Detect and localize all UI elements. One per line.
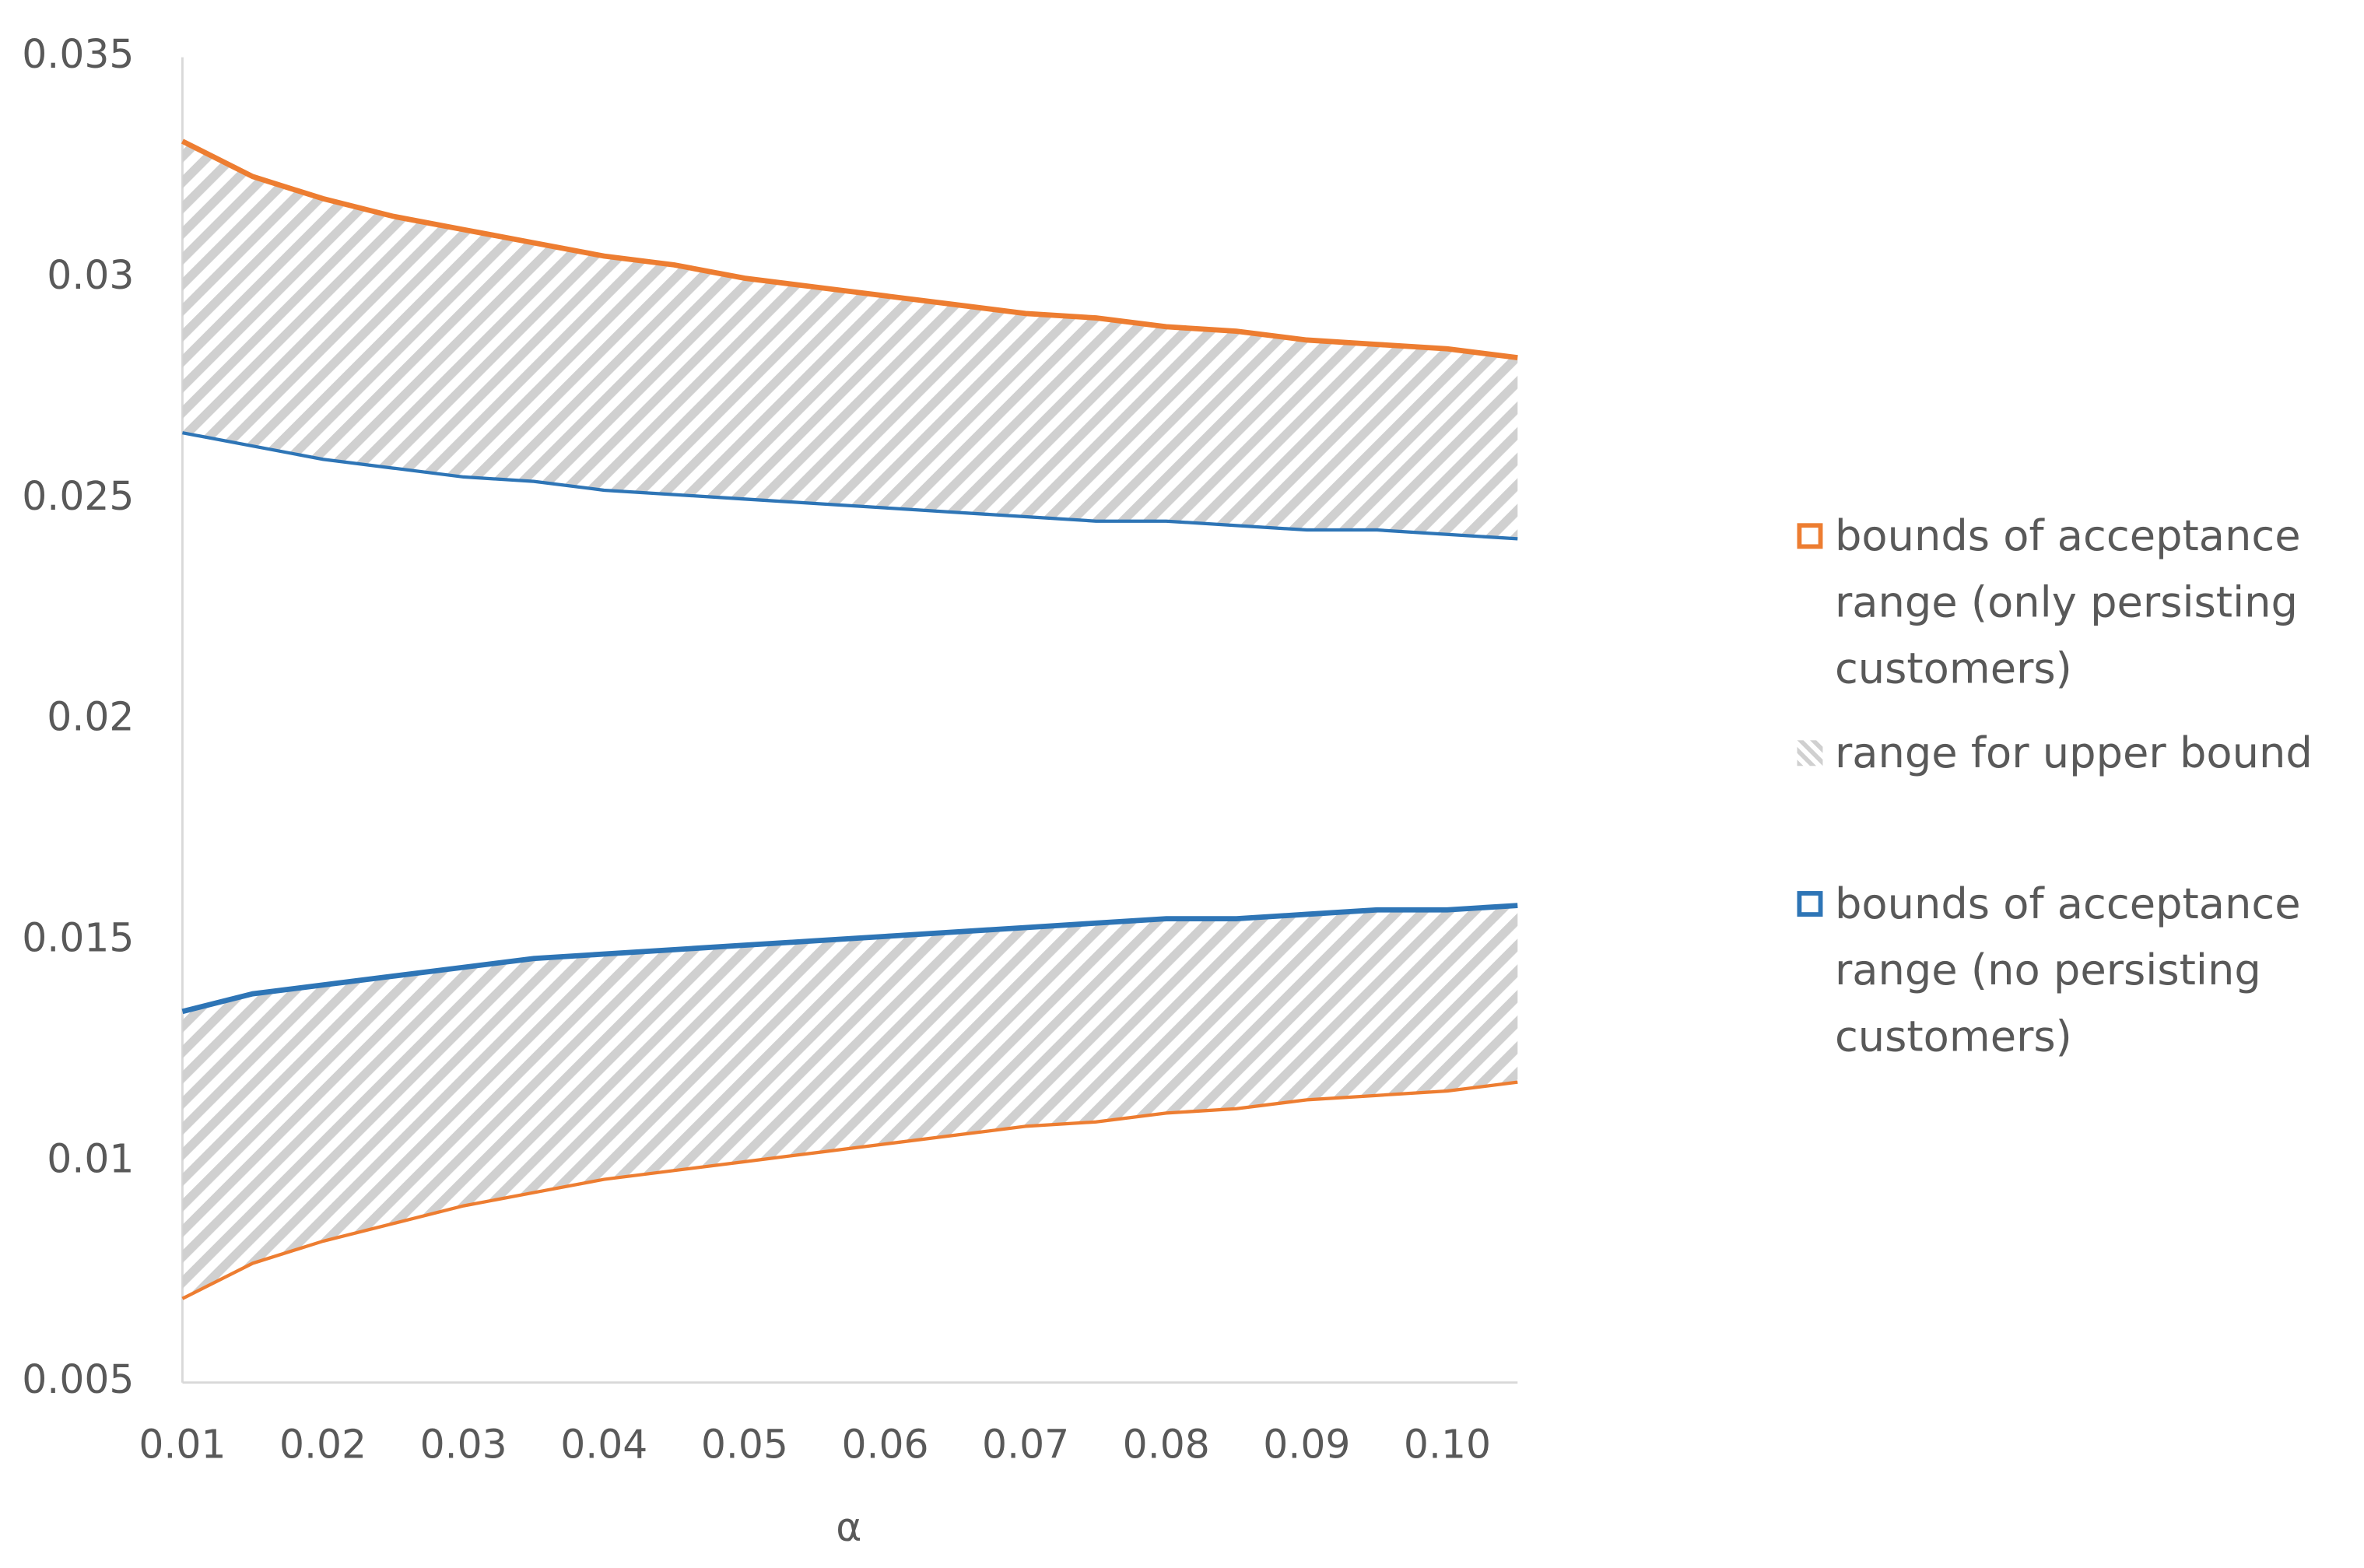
x-tick-label: 0.06 <box>841 1422 928 1468</box>
y-tick-label: 0.005 <box>22 1356 134 1402</box>
x-tick-label: 0.09 <box>1263 1422 1350 1468</box>
x-tick-label: 0.04 <box>560 1422 647 1468</box>
legend-entry: bounds of acceptance range (only persist… <box>1797 503 2355 703</box>
hatched-band <box>182 905 1518 1299</box>
x-tick-label: 0.05 <box>701 1422 788 1468</box>
line-lower <box>181 1080 1518 1300</box>
y-tick-label: 0.015 <box>22 915 134 961</box>
legend-label: bounds of acceptance range (no persistin… <box>1834 879 2301 1061</box>
legend: bounds of acceptance range (only persist… <box>1797 503 2355 1071</box>
line-upper <box>181 139 1518 361</box>
x-tick-label: 0.07 <box>982 1422 1069 1468</box>
y-tick-label: 0.025 <box>22 473 134 519</box>
x-tick-label: 0.02 <box>279 1422 367 1468</box>
x-tick-label: 0.03 <box>420 1422 507 1468</box>
x-tick-label: 0.08 <box>1123 1422 1210 1468</box>
x-tick-label: 0.01 <box>139 1422 226 1468</box>
legend-key <box>1797 523 1823 549</box>
x-axis-title: α <box>836 1504 861 1550</box>
y-tick-label: 0.035 <box>22 31 134 77</box>
line-upper <box>182 431 1518 541</box>
line-lower <box>181 903 1518 1015</box>
legend-entry: range for upper bound <box>1797 721 2355 787</box>
y-tick-label: 0.03 <box>47 252 134 298</box>
x-tick-label: 0.10 <box>1404 1422 1491 1468</box>
y-tick-label: 0.02 <box>47 694 134 740</box>
legend-key <box>1797 740 1823 766</box>
y-tick-label: 0.01 <box>47 1135 134 1181</box>
legend-key <box>1797 891 1823 917</box>
legend-label: bounds of acceptance range (only persist… <box>1834 510 2301 694</box>
legend-entry: bounds of acceptance range (no persistin… <box>1797 872 2355 1071</box>
legend-label: range for upper bound <box>1834 728 2313 778</box>
